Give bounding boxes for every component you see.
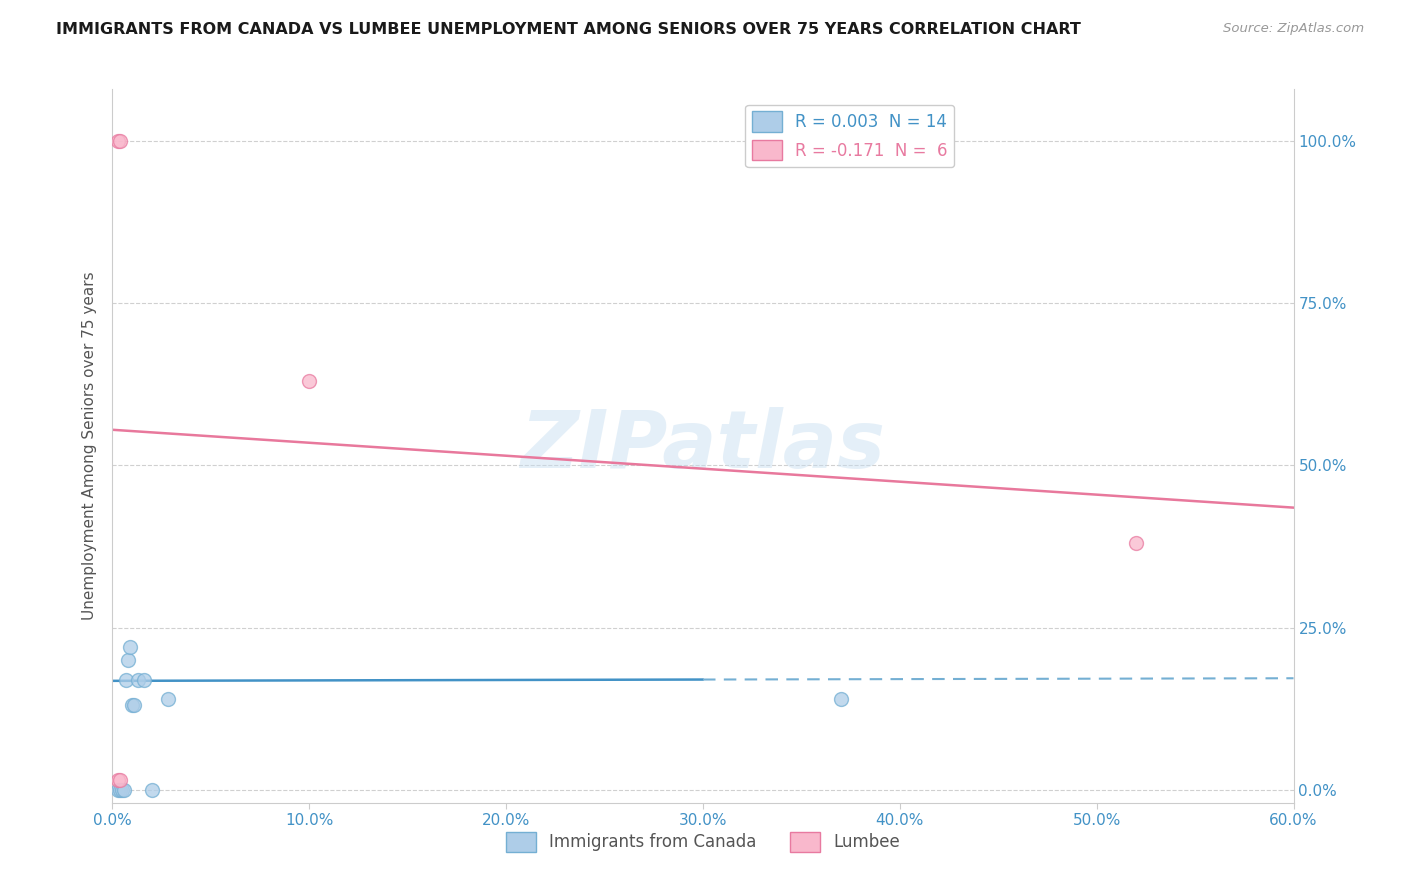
Text: IMMIGRANTS FROM CANADA VS LUMBEE UNEMPLOYMENT AMONG SENIORS OVER 75 YEARS CORREL: IMMIGRANTS FROM CANADA VS LUMBEE UNEMPLO… bbox=[56, 22, 1081, 37]
Y-axis label: Unemployment Among Seniors over 75 years: Unemployment Among Seniors over 75 years bbox=[82, 272, 97, 620]
Point bbox=[830, 692, 852, 706]
Point bbox=[132, 673, 155, 687]
Point bbox=[115, 673, 138, 687]
Point bbox=[298, 374, 321, 388]
Point bbox=[121, 698, 143, 713]
Point bbox=[111, 782, 134, 797]
Point bbox=[127, 673, 149, 687]
Text: Source: ZipAtlas.com: Source: ZipAtlas.com bbox=[1223, 22, 1364, 36]
Point bbox=[110, 134, 132, 148]
Point bbox=[110, 782, 132, 797]
Point bbox=[107, 782, 129, 797]
Text: ZIPatlas: ZIPatlas bbox=[520, 407, 886, 485]
Point bbox=[107, 134, 129, 148]
Point bbox=[120, 640, 142, 654]
Legend: Immigrants from Canada, Lumbee: Immigrants from Canada, Lumbee bbox=[499, 825, 907, 859]
Point bbox=[117, 653, 139, 667]
Point bbox=[110, 773, 132, 788]
Point bbox=[141, 782, 163, 797]
Point bbox=[112, 782, 135, 797]
Point bbox=[1125, 536, 1147, 550]
Point bbox=[107, 773, 129, 788]
Point bbox=[156, 692, 179, 706]
Point bbox=[122, 698, 145, 713]
